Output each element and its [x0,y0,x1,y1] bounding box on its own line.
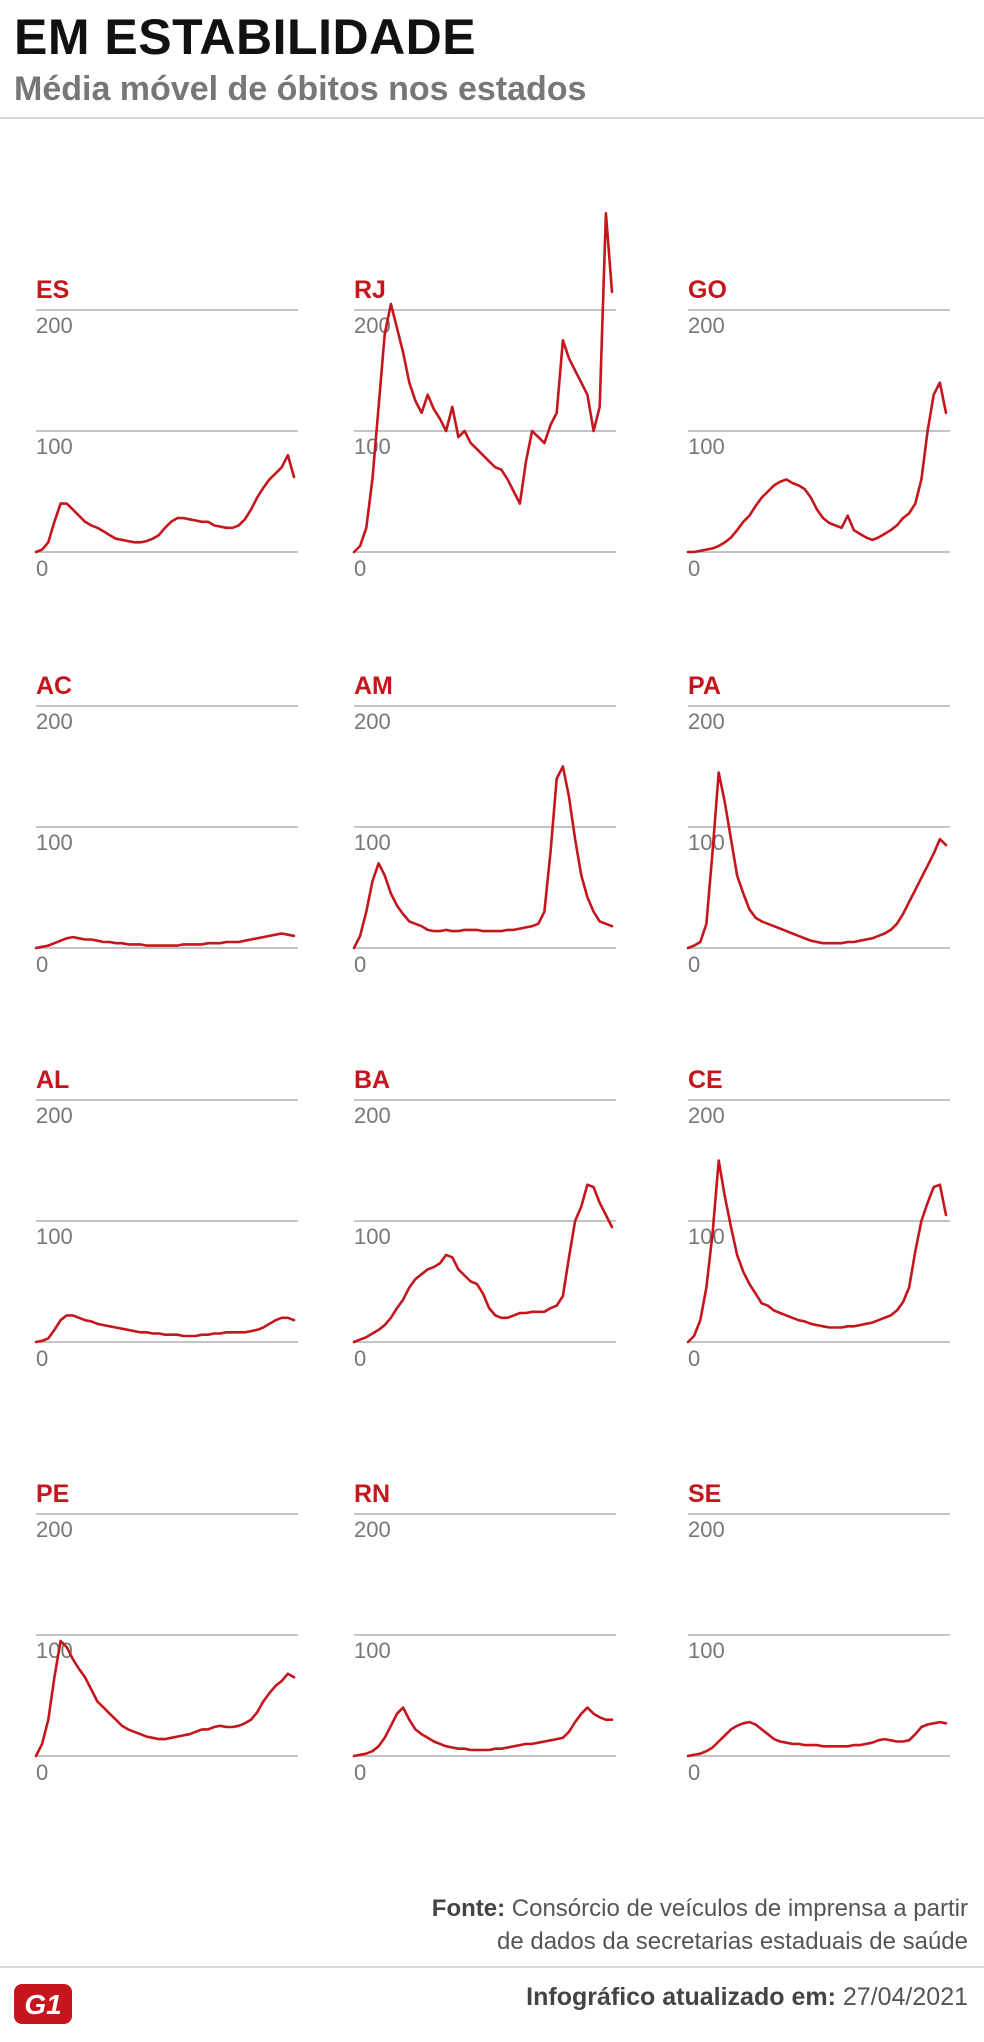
chart-go: GO 0 100 200 [686,276,950,581]
series-line-rj [352,211,614,554]
source-label: Fonte: [431,1895,506,1922]
chart-es: ES 0 100 200 [34,276,298,581]
header-divider [0,117,984,119]
chart-ac: AC 0 100 200 [34,672,298,977]
chart-al: AL 0 100 200 [34,1066,298,1371]
tick-label-se-200: 200 [688,1517,725,1542]
chart-pa: PA 0 100 200 [686,672,950,977]
updated-label: Infográfico atualizado em: [526,1983,836,2011]
chart-title-al: AL [36,1066,69,1094]
chart-title-se: SE [688,1480,721,1508]
tick-label-go-0: 0 [688,556,700,581]
tick-label-ba-100: 100 [354,1224,391,1249]
chart-am: AM 0 100 200 [352,672,616,977]
svg-text:G1: G1 [24,1989,61,2020]
tick-label-go-200: 200 [688,313,725,338]
tick-label-ce-100: 100 [688,1224,725,1249]
chart-title-rj: RJ [354,276,386,304]
series-line-am [352,765,614,950]
tick-label-ba-0: 0 [354,1346,366,1371]
chart-title-ac: AC [36,672,72,700]
tick-label-es-200: 200 [36,313,73,338]
chart-title-es: ES [36,276,69,304]
series-line-al [34,1314,296,1344]
tick-label-ac-0: 0 [36,952,48,977]
tick-label-rj-0: 0 [354,556,366,581]
tick-label-rn-0: 0 [354,1760,366,1785]
source-text-line-2: de dados da secretarias estaduais de saú… [497,1928,968,1955]
chart-title-pe: PE [36,1480,69,1508]
g1-logo: G1 [14,1984,72,2024]
chart-title-rn: RN [354,1480,390,1508]
chart-title-ba: BA [354,1066,390,1094]
tick-label-es-100: 100 [36,434,73,459]
tick-label-am-100: 100 [354,830,391,855]
chart-title-pa: PA [688,672,721,700]
series-line-rn [352,1706,614,1758]
series-line-ac [34,932,296,950]
tick-label-ac-200: 200 [36,709,73,734]
source-note: Fonte: Consórcio de veículos de imprensa… [268,1892,968,1958]
updated-date: 27/04/2021 [842,1983,968,2011]
series-line-ce [686,1159,948,1344]
tick-label-am-0: 0 [354,952,366,977]
tick-label-pa-100: 100 [688,830,725,855]
tick-label-se-0: 0 [688,1760,700,1785]
chart-title-am: AM [354,672,393,700]
page-title: EM ESTABILIDADE [14,9,477,65]
chart-rn: RN 0 100 200 [352,1480,616,1785]
series-line-se [686,1720,948,1758]
tick-label-am-200: 200 [354,709,391,734]
tick-label-rn-200: 200 [354,1517,391,1542]
chart-ba: BA 0 100 200 [352,1066,616,1371]
updated-note: Infográfico atualizado em: 27/04/2021 [526,1983,968,2012]
series-line-es [34,453,296,554]
tick-label-pe-200: 200 [36,1517,73,1542]
tick-label-se-100: 100 [688,1638,725,1663]
series-line-go [686,381,948,554]
chart-pe: PE 0 100 200 [34,1480,298,1785]
tick-label-es-0: 0 [36,556,48,581]
source-text-line-1: Consórcio de veículos de imprensa a part… [511,1895,968,1922]
tick-label-rn-100: 100 [354,1638,391,1663]
series-line-pe [34,1639,296,1758]
tick-label-ac-100: 100 [36,830,73,855]
series-line-ba [352,1183,614,1344]
tick-label-pa-0: 0 [688,952,700,977]
tick-label-pe-100: 100 [36,1638,73,1663]
tick-label-pe-0: 0 [36,1760,48,1785]
tick-label-ce-200: 200 [688,1103,725,1128]
page-subtitle: Média móvel de óbitos nos estados [14,70,587,108]
tick-label-rj-100: 100 [354,434,391,459]
chart-se: SE 0 100 200 [686,1480,950,1785]
chart-title-go: GO [688,276,727,304]
tick-label-pa-200: 200 [688,709,725,734]
tick-label-ce-0: 0 [688,1346,700,1371]
tick-label-go-100: 100 [688,434,725,459]
chart-title-ce: CE [688,1066,723,1094]
tick-label-al-200: 200 [36,1103,73,1128]
series-line-pa [686,771,948,950]
chart-ce: CE 0 100 200 [686,1066,950,1371]
tick-label-ba-200: 200 [354,1103,391,1128]
tick-label-al-0: 0 [36,1346,48,1371]
footer-divider [0,1966,984,1968]
tick-label-al-100: 100 [36,1224,73,1249]
